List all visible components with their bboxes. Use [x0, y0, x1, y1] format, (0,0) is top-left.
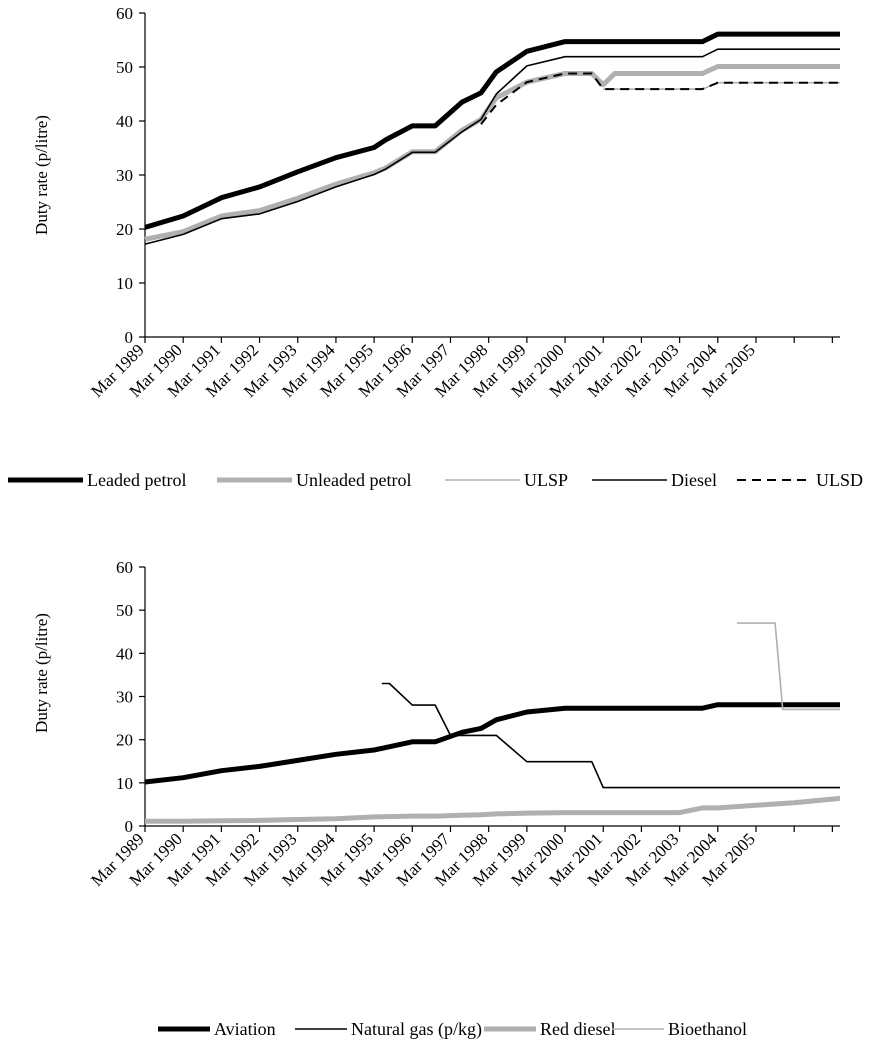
y-tick-label: 40	[116, 644, 133, 663]
y-tick-label: 50	[116, 58, 133, 77]
legend-label: Natural gas (p/kg)	[351, 1019, 482, 1040]
y-axis-label: Duty rate (p/litre)	[32, 613, 51, 733]
series-lines	[144, 622, 841, 824]
series-line-bioethanol	[736, 622, 840, 711]
legend-label: ULSP	[524, 470, 568, 490]
y-tick-label: 20	[116, 220, 133, 239]
series-line-aviation	[144, 702, 840, 785]
series-line-red-diesel	[145, 795, 841, 824]
series-line-natural-gas-p-kg	[381, 682, 840, 789]
y-tick-label: 0	[125, 817, 134, 836]
series-line-ulsd	[480, 72, 840, 125]
chart-top: Duty rate (p/litre) 0 10 20 30 40 50 60 Mar 19…	[8, 4, 863, 490]
y-axis-title: Duty rate (p/litre)	[32, 115, 51, 235]
y-tick-label: 30	[116, 166, 133, 185]
y-tick-labels: 0 10 20 30 40 50 60	[116, 558, 133, 836]
legend-label: Leaded petrol	[87, 470, 186, 490]
axes	[139, 566, 840, 832]
legend-label: Red diesel	[540, 1019, 615, 1039]
series-line-diesel	[144, 48, 840, 245]
y-tick-labels: 0 10 20 30 40 50 60	[116, 4, 133, 347]
chart-bottom: Duty rate (p/litre) 0 10 20 30 40 50 60 Mar 19…	[32, 558, 841, 1040]
y-tick-label: 20	[116, 731, 133, 750]
y-tick-label: 60	[116, 558, 133, 577]
y-axis-label: Duty rate (p/litre)	[32, 115, 51, 235]
y-tick-label: 0	[125, 328, 134, 347]
y-tick-label: 10	[116, 274, 133, 293]
legend-label: Aviation	[214, 1019, 276, 1039]
legend-label: Unleaded petrol	[296, 470, 411, 490]
legend-label: Diesel	[671, 470, 717, 490]
y-tick-label: 40	[116, 112, 133, 131]
y-axis-title: Duty rate (p/litre)	[32, 613, 51, 733]
y-tick-label: 60	[116, 4, 133, 23]
series-line-leaded-petrol	[144, 31, 840, 230]
series-line-unleaded-petrol	[144, 64, 840, 242]
y-tick-label: 30	[116, 688, 133, 707]
legend: Leaded petrol Unleaded petrol ULSP Diesel UL…	[8, 470, 863, 490]
series-lines	[144, 31, 840, 245]
y-tick-label: 50	[116, 601, 133, 620]
legend-label: Bioethanol	[668, 1019, 747, 1039]
legend: Aviation Natural gas (p/kg) Red diesel Bioe…	[158, 1019, 747, 1040]
legend-label: ULSD	[816, 470, 863, 490]
axes	[139, 12, 840, 343]
y-tick-label: 10	[116, 774, 133, 793]
